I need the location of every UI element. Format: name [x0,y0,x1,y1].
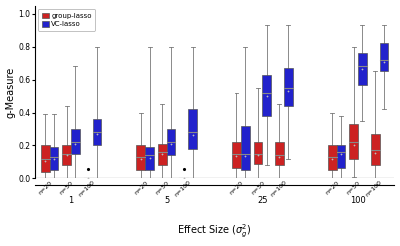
Bar [358,53,367,85]
Bar [241,126,250,170]
Bar [371,134,380,165]
Bar [328,145,336,170]
Bar [158,144,167,165]
Bar [188,109,197,149]
Bar [275,142,284,165]
Bar [380,43,388,71]
Y-axis label: g-Measure: g-Measure [6,66,16,118]
Bar [62,145,71,165]
Bar [232,142,241,169]
Bar [349,124,358,159]
Text: 1: 1 [68,196,74,205]
Bar [284,68,293,106]
Bar [145,147,154,170]
Text: 5: 5 [164,196,169,205]
Text: 100: 100 [350,196,366,205]
Bar [50,147,58,170]
Legend: group-lasso, VC-lasso: group-lasso, VC-lasso [38,9,95,31]
Bar [136,145,145,170]
Bar [336,145,345,169]
Bar [71,129,80,154]
Text: 25: 25 [257,196,268,205]
Bar [254,142,262,164]
Bar [167,129,176,155]
Bar [41,145,50,172]
Bar [92,119,101,145]
Bar [262,75,271,116]
X-axis label: Effect Size ($\sigma_g^2$): Effect Size ($\sigma_g^2$) [177,223,252,240]
